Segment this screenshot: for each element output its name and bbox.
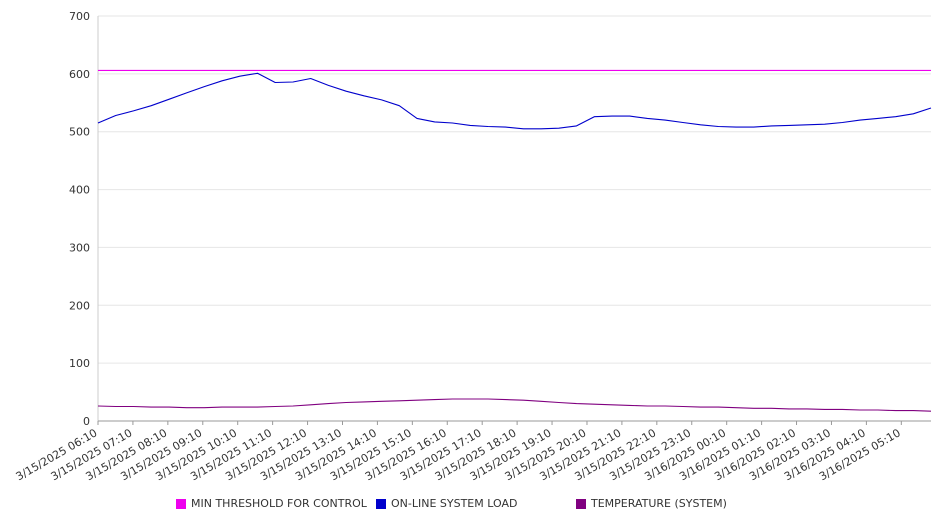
legend-label: ON-LINE SYSTEM LOAD [391, 497, 518, 510]
x-tick-labels: 3/15/2025 06:103/15/2025 07:103/15/2025 … [14, 426, 903, 483]
legend-item-temperature-system[interactable]: TEMPERATURE (SYSTEM) [576, 497, 727, 510]
legend-label: TEMPERATURE (SYSTEM) [591, 497, 727, 510]
y-tick-labels: 0 100 200 300 400 500 600 700 [69, 10, 90, 428]
legend-swatch [376, 498, 386, 509]
legend-swatch [576, 498, 586, 509]
y-tick-label: 0 [83, 415, 90, 428]
y-tick-label: 600 [69, 68, 90, 81]
legend-label: MIN THRESHOLD FOR CONTROL [191, 497, 367, 510]
series-line-temperature-system [97, 398, 932, 412]
axes [97, 16, 931, 425]
y-tick-label: 500 [69, 126, 90, 139]
legend-item-on-line-system-load[interactable]: ON-LINE SYSTEM LOAD [376, 497, 517, 510]
series-lines [97, 69, 932, 412]
y-tick-label: 400 [69, 184, 90, 197]
y-tick-label: 200 [69, 299, 90, 312]
legend-swatch [176, 498, 186, 509]
y-tick-label: 100 [69, 357, 90, 370]
series-line-on-line-system-load [97, 72, 932, 130]
y-tick-label: 700 [69, 10, 90, 23]
legend-item-min-threshold-for-control[interactable]: MIN THRESHOLD FOR CONTROL [176, 497, 367, 510]
gridlines [98, 15, 931, 422]
y-tick-label: 300 [69, 241, 90, 254]
legend: MIN THRESHOLD FOR CONTROL ON-LINE SYSTEM … [0, 497, 946, 515]
